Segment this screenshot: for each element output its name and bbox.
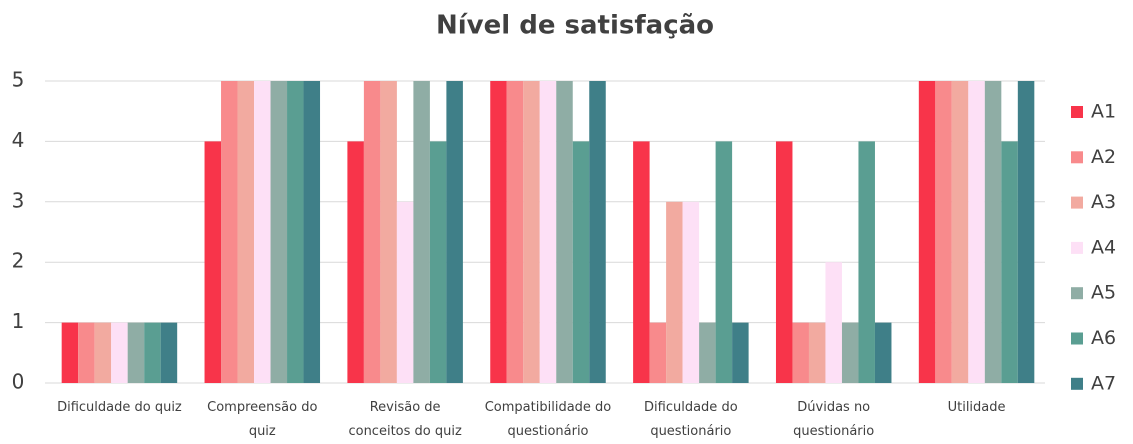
legend-swatch bbox=[1071, 196, 1083, 209]
y-tick-label: 0 bbox=[12, 370, 25, 394]
y-tick-label: 5 bbox=[12, 68, 25, 92]
bar bbox=[792, 322, 809, 383]
bar bbox=[984, 81, 1002, 383]
x-tick-label: Compreensão do quiz bbox=[207, 400, 318, 439]
bar bbox=[363, 81, 381, 383]
bar bbox=[254, 81, 271, 383]
bar bbox=[572, 141, 590, 383]
bar bbox=[347, 141, 364, 383]
legend-swatch bbox=[1071, 332, 1083, 345]
legend-label: A3 bbox=[1091, 191, 1116, 213]
bar bbox=[270, 81, 288, 383]
legend-swatch bbox=[1071, 287, 1083, 300]
bar bbox=[682, 201, 700, 383]
bar bbox=[303, 81, 321, 383]
bar bbox=[699, 322, 716, 383]
bar bbox=[94, 322, 112, 383]
legend-label: A6 bbox=[1091, 327, 1116, 349]
y-tick-label: 4 bbox=[12, 128, 25, 152]
y-tick-label: 3 bbox=[12, 188, 25, 212]
bar bbox=[429, 141, 447, 383]
bar bbox=[841, 322, 859, 383]
x-tick-label: Revisão de conceitos do quiz bbox=[348, 400, 462, 439]
bar bbox=[1017, 81, 1035, 383]
bar bbox=[589, 81, 606, 383]
bar bbox=[775, 141, 793, 383]
y-tick-label: 2 bbox=[12, 249, 25, 273]
bar bbox=[221, 81, 238, 383]
legend-label: A7 bbox=[1091, 372, 1116, 394]
bar bbox=[556, 81, 573, 383]
legend-label: A5 bbox=[1091, 282, 1116, 304]
bar bbox=[396, 201, 414, 383]
bar bbox=[732, 322, 749, 383]
legend-swatch bbox=[1071, 151, 1083, 164]
bar bbox=[918, 81, 936, 383]
legend-swatch bbox=[1071, 377, 1083, 390]
bar bbox=[78, 322, 95, 383]
bar bbox=[237, 81, 255, 383]
legend-swatch bbox=[1071, 241, 1083, 254]
bar bbox=[633, 141, 650, 383]
x-tick-label: Dificuldade do quiz bbox=[57, 400, 182, 415]
bar bbox=[935, 81, 952, 383]
bar bbox=[111, 322, 128, 383]
bar bbox=[539, 81, 557, 383]
bar bbox=[61, 322, 79, 383]
bar bbox=[506, 81, 524, 383]
bar bbox=[287, 81, 304, 383]
bar bbox=[127, 322, 145, 383]
chart-title: Nível de satisfação bbox=[436, 11, 714, 41]
x-tick-label: Dúvidas no questionário bbox=[793, 400, 875, 439]
x-tick-label: Compatibilidade do questionário bbox=[484, 400, 612, 439]
legend-label: A2 bbox=[1091, 146, 1116, 168]
bar bbox=[446, 81, 463, 383]
bar bbox=[144, 322, 161, 383]
x-tick-label: Dificuldade do questionário bbox=[644, 400, 738, 439]
bar bbox=[858, 141, 875, 383]
bar bbox=[160, 322, 178, 383]
bar bbox=[825, 262, 842, 383]
bar bbox=[413, 81, 430, 383]
bar bbox=[380, 81, 397, 383]
x-tick-label: Utilidade bbox=[947, 400, 1006, 415]
bar bbox=[874, 322, 892, 383]
bar bbox=[666, 201, 683, 383]
bar bbox=[808, 322, 826, 383]
legend-swatch bbox=[1071, 106, 1083, 118]
bar bbox=[715, 141, 733, 383]
bar bbox=[968, 81, 985, 383]
bar bbox=[523, 81, 540, 383]
legend-label: A4 bbox=[1091, 236, 1116, 258]
legend-label: A1 bbox=[1091, 101, 1116, 123]
bar bbox=[490, 81, 507, 383]
bar bbox=[1001, 141, 1018, 383]
bar bbox=[649, 322, 667, 383]
bar bbox=[204, 141, 222, 383]
bar bbox=[951, 81, 969, 383]
y-tick-label: 1 bbox=[12, 309, 25, 333]
